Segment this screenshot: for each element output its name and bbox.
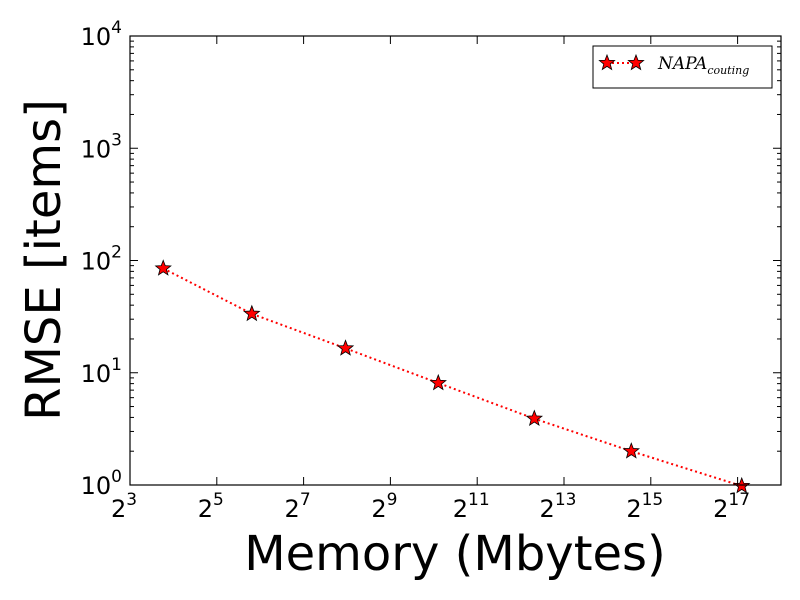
y-tick-label: 101: [81, 355, 122, 388]
data-point-star: [525, 409, 544, 427]
x-tick-label: 211: [453, 490, 490, 523]
legend-box: [592, 45, 773, 89]
tick-labels: 23 25 27 29 211 213 215 217 100 101 102 103 104: [81, 18, 750, 523]
legend-star-marker: [627, 53, 645, 71]
y-axis-title: RMSE [items]: [16, 99, 72, 421]
x-tick-label: 25: [198, 490, 224, 523]
data-point-star: [154, 259, 172, 276]
x-tick-label: 23: [111, 490, 137, 523]
data-point-star: [243, 304, 261, 322]
data-point-star: [336, 339, 355, 356]
x-tick-label: 27: [285, 490, 311, 523]
y-tick-label: 104: [81, 18, 122, 51]
legend-star-marker: [598, 53, 616, 71]
legend: NAPAcouting: [592, 45, 773, 89]
data-point-star: [429, 373, 447, 391]
y-tick-label: 103: [81, 130, 122, 163]
x-tick-label: 215: [626, 490, 663, 523]
legend-label-subscript: couting: [707, 64, 749, 77]
x-axis-title: Memory (Mbytes): [244, 526, 666, 582]
legend-label-main: NAPA: [657, 54, 707, 74]
data-point-star: [622, 442, 640, 459]
y-tick-label: 102: [81, 243, 122, 276]
x-tick-label: 217: [713, 490, 750, 523]
y-tick-label: 100: [81, 467, 122, 500]
x-tick-label: 213: [540, 490, 577, 523]
legend-label: NAPAcouting: [657, 54, 749, 77]
plot-frame: [129, 35, 782, 486]
x-tick-label: 29: [371, 490, 397, 523]
